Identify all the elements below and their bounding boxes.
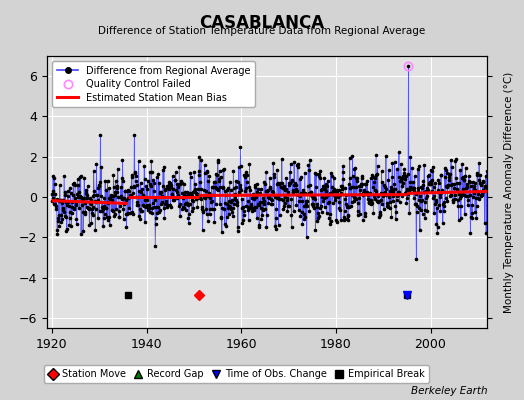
Text: Difference of Station Temperature Data from Regional Average: Difference of Station Temperature Data f…: [99, 26, 425, 36]
Legend: Station Move, Record Gap, Time of Obs. Change, Empirical Break: Station Move, Record Gap, Time of Obs. C…: [44, 365, 429, 383]
Text: CASABLANCA: CASABLANCA: [200, 14, 324, 32]
Text: Berkeley Earth: Berkeley Earth: [411, 386, 487, 396]
Y-axis label: Monthly Temperature Anomaly Difference (°C): Monthly Temperature Anomaly Difference (…: [504, 71, 514, 313]
